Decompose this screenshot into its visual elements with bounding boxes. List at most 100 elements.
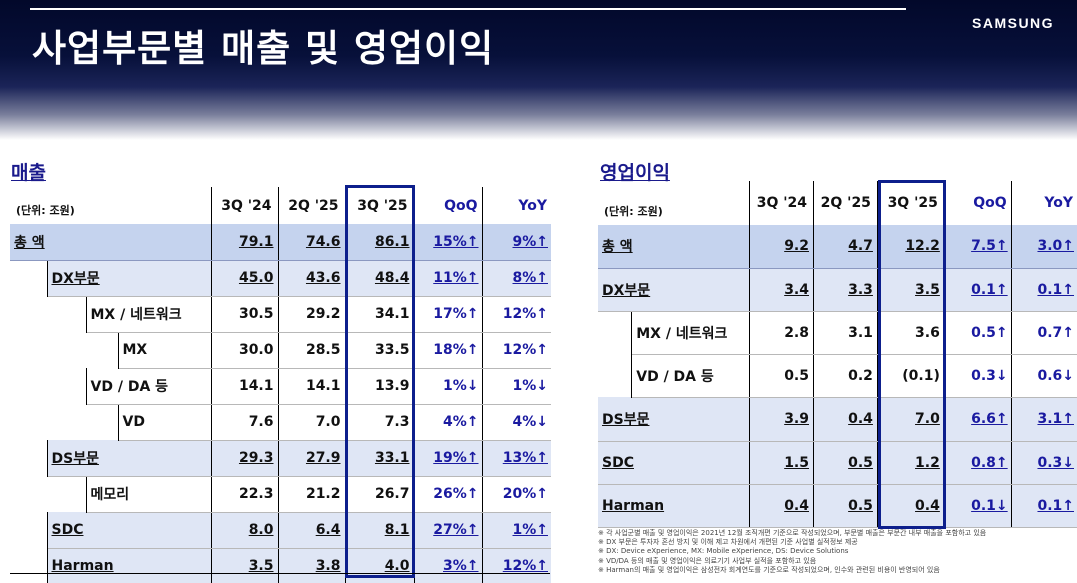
table-row: DX부문 45.0 43.6 48.4 11%↑ 8%↑ [10, 260, 551, 297]
value-text: 3.9 [784, 411, 809, 427]
value-cell: 30.0 [210, 332, 278, 369]
footnote: ※ Harman의 매출 및 영업이익은 삼성전자 회계연도를 기준으로 작성되… [598, 565, 940, 574]
yoy-text: 12%↑ [502, 306, 548, 322]
yoy-cell: 1%↑ [481, 512, 551, 549]
qoq-cell: 0.1↓ [943, 484, 1012, 528]
table-row: DS부문 29.3 27.9 33.1 19%↑ 13%↑ [10, 440, 551, 477]
yoy-cell: 12%↑ [481, 296, 551, 333]
indent-spacer [10, 404, 47, 440]
value-text: 45.0 [238, 270, 274, 286]
qoq-text: 6.6↑ [971, 411, 1008, 427]
table-row: MX / 네트워크 2.8 3.1 3.6 0.5↑ 0.7↑ [598, 311, 1077, 355]
value-cell: 8.0 [210, 512, 278, 549]
value-cell: 14.1 [210, 368, 278, 405]
page-title: 사업부문별 매출 및 영업이익 [32, 27, 495, 70]
value-cell: 12.2 [876, 225, 945, 269]
qoq-text: 0.8↑ [971, 454, 1008, 471]
value-text: 27.9 [305, 450, 341, 466]
qoq-cell: 15%↑ [413, 224, 482, 261]
value-text: 33.1 [374, 450, 410, 466]
indent-spacer [10, 476, 47, 512]
value-cell: 3.4 [749, 268, 814, 312]
value-cell: 27.9 [277, 440, 345, 477]
value-text: 3.5 [248, 558, 274, 574]
value-text: 28.5 [305, 342, 341, 358]
footnote: ※ VD/DA 등의 매출 및 영업이익은 의료기기 사업부 실적을 포함하고 … [598, 556, 817, 565]
indent-spacer [86, 332, 119, 368]
qoq-text: 0.3↓ [971, 367, 1008, 384]
value-text: 29.3 [238, 450, 274, 466]
indent-spacer [47, 404, 86, 440]
yoy-cell: 0.7↑ [1010, 311, 1077, 355]
qoq-cell: 18%↑ [413, 332, 482, 369]
unit-label: (단위: 조원) [604, 205, 663, 218]
yoy-cell: 13%↑ [481, 440, 551, 477]
table-row: VD / DA 등 14.1 14.1 13.9 1%↓ 1%↓ [10, 368, 551, 405]
row-label-text: SDC [51, 522, 84, 538]
row-label: DX부문 [598, 268, 750, 312]
table-row: 총 액 9.2 4.7 12.2 7.5↑ 3.0↑ [598, 225, 1077, 269]
column-header: 2Q '25 [813, 181, 878, 225]
value-text: 0.5 [784, 367, 809, 384]
row-label: 총 액 [10, 224, 211, 261]
row-label-text: Harman [51, 558, 114, 574]
yoy-text: 9%↑ [512, 233, 549, 250]
value-cell: 8.1 [344, 512, 414, 549]
column-header: 3Q '24 [749, 181, 814, 225]
value-cell: 3.1 [813, 311, 878, 355]
value-cell: 22.3 [210, 476, 278, 513]
value-cell: 1.5 [749, 441, 814, 485]
column-header: YoY [481, 187, 551, 224]
value-text: 0.5 [848, 454, 873, 471]
value-cell: 45.0 [210, 260, 278, 297]
qoq-cell: 0.3↓ [943, 354, 1012, 398]
op_profit-grid: (단위: 조원) 3Q '24 2Q '25 3Q '25 QoQ YoY 총 액 9.2 4.… [598, 181, 1077, 528]
qoq-cell: 19%↑ [413, 440, 482, 477]
indent-spacer [10, 368, 47, 404]
samsung-logo: SAMSUNG [972, 15, 1055, 31]
qoq-text: 0.1↓ [971, 497, 1008, 514]
value-cell: 30.5 [210, 296, 278, 333]
indent-spacer [598, 354, 633, 397]
value-cell: 3.9 [749, 397, 814, 442]
value-cell: 26.7 [344, 476, 414, 513]
yoy-text: 0.3↓ [1037, 454, 1074, 471]
yoy-text: 8%↑ [512, 270, 549, 286]
qoq-cell: 0.5↑ [943, 311, 1012, 355]
row-label: DX부문 [47, 260, 211, 297]
value-cell: 0.5 [813, 484, 878, 528]
value-text: 79.1 [238, 233, 274, 250]
row-label: VD / DA 등 [86, 368, 211, 405]
row-label-text: DS부문 [51, 451, 99, 467]
indent-spacer [47, 368, 87, 404]
value-text: 7.0 [315, 414, 341, 430]
footnote: ※ 각 사업군별 매출 및 영업이익은 2021년 12월 조직개편 기준으로 … [598, 529, 987, 537]
indent-spacer [10, 296, 47, 332]
value-text: 9.2 [784, 238, 809, 255]
qoq-cell: 27%↑ [413, 512, 482, 549]
table-row: DX부문 3.4 3.3 3.5 0.1↑ 0.1↑ [598, 268, 1077, 312]
value-cell: 3.8 [277, 548, 345, 583]
qoq-text: 17%↑ [433, 306, 479, 322]
value-text: 8.1 [384, 522, 410, 538]
indent-spacer [10, 332, 47, 368]
row-label: SDC [598, 441, 750, 485]
value-cell: 86.1 [344, 224, 414, 261]
value-cell: 3.5 [876, 268, 945, 312]
value-text: 3.5 [915, 281, 940, 298]
table-row: Harman 0.4 0.5 0.4 0.1↓ 0.1↑ [598, 484, 1077, 528]
yoy-cell: 1%↓ [481, 368, 551, 405]
indent-spacer [86, 404, 119, 440]
indent-spacer [10, 548, 48, 583]
qoq-cell: 26%↑ [413, 476, 482, 513]
yoy-text: 0.1↑ [1037, 281, 1074, 298]
footnote: ※ DX: Device eXperience, MX: Mobile eXpe… [598, 547, 849, 556]
qoq-text: 0.5↑ [971, 324, 1008, 341]
header-row: (단위: 조원) 3Q '24 2Q '25 3Q '25 QoQ YoY [10, 187, 551, 224]
qoq-text: 11%↑ [433, 270, 479, 286]
indent-spacer [47, 332, 86, 368]
qoq-cell: 11%↑ [413, 260, 482, 297]
value-text: 0.2 [848, 367, 873, 384]
column-header: 3Q '24 [210, 187, 278, 224]
value-cell: (0.1) [876, 354, 945, 398]
